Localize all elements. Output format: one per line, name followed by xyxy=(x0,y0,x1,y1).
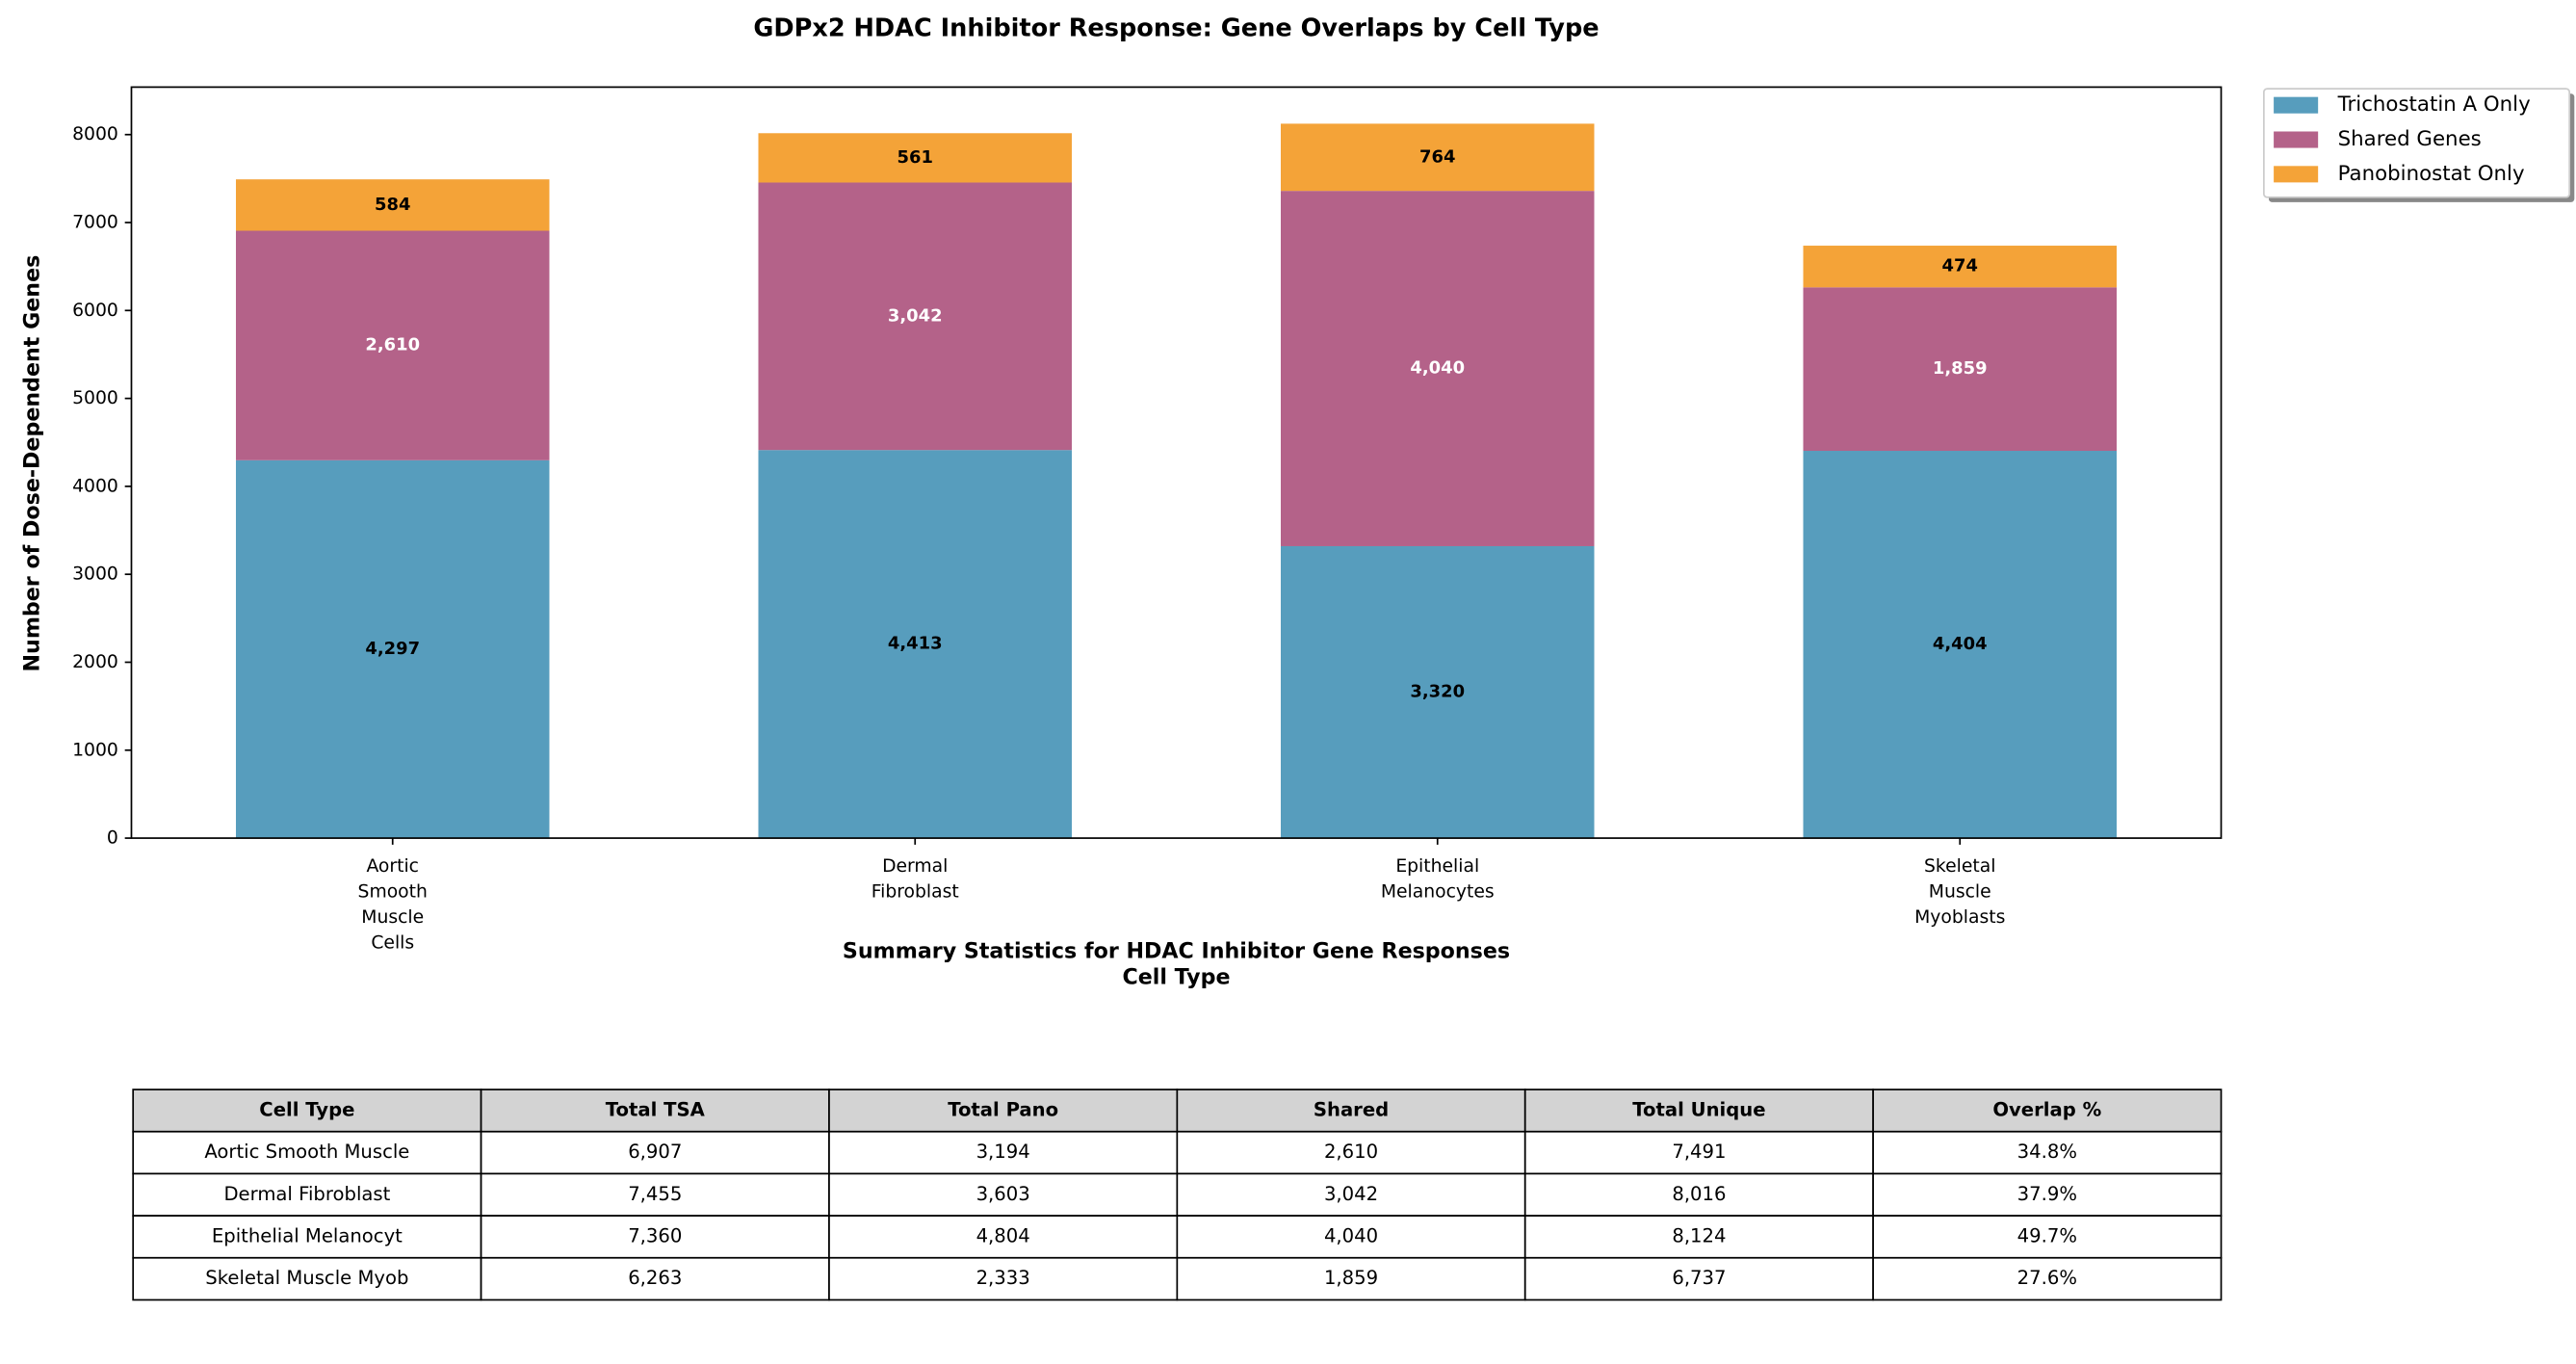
y-tick-label: 1000 xyxy=(72,740,118,760)
y-tick-label: 4000 xyxy=(72,476,118,496)
x-tick-label: Aortic Smooth Muscle Cells xyxy=(358,856,428,953)
y-tick-label: 7000 xyxy=(72,213,118,233)
data-label: 4,297 xyxy=(365,639,420,659)
table-cell xyxy=(1523,1256,1874,1301)
y-tick-label: 0 xyxy=(107,828,118,849)
bar-segment xyxy=(1280,545,1595,839)
table-cell-text: 7,491 xyxy=(1672,1141,1726,1163)
table-cell-text: 49.7% xyxy=(2017,1224,2077,1246)
bar-segment xyxy=(235,230,550,460)
table-cell-text: 7,360 xyxy=(628,1224,682,1246)
table-cell-text: Epithelial Melanocyt xyxy=(212,1224,403,1246)
x-tick-label: Dermal Fibroblast xyxy=(872,856,959,902)
table-cell-text: 6,263 xyxy=(628,1267,682,1289)
data-label: 3,042 xyxy=(888,305,943,326)
data-label: 764 xyxy=(1419,146,1455,167)
table-cell-text: Dermal Fibroblast xyxy=(223,1183,390,1205)
bar-segment xyxy=(1280,123,1595,192)
table-cell xyxy=(132,1256,482,1301)
table-cell-text: 3,194 xyxy=(976,1141,1030,1163)
x-tick-label: Skeletal Muscle Myoblasts xyxy=(1914,856,2005,928)
bar-segment xyxy=(235,459,550,839)
table-cell-text: 3,603 xyxy=(976,1183,1030,1205)
data-label: 4,413 xyxy=(888,634,943,654)
table-cell-text: Skeletal Muscle Myob xyxy=(205,1267,408,1289)
bar-segment xyxy=(1280,191,1595,546)
table-header: Total Unique xyxy=(1632,1098,1765,1120)
y-tick-label: 5000 xyxy=(72,388,118,408)
legend-label: Shared Genes xyxy=(2338,127,2482,151)
table-cell-text: 27.6% xyxy=(2017,1267,2077,1289)
table-cell xyxy=(1872,1130,2223,1175)
table-header-cell xyxy=(828,1089,1179,1133)
table-cell xyxy=(828,1215,1179,1259)
axes-frame xyxy=(130,86,2223,839)
table-cell xyxy=(132,1130,482,1175)
bar-segment xyxy=(758,450,1072,839)
table-cell-text: 8,124 xyxy=(1672,1224,1726,1246)
table-cell-text: 8,016 xyxy=(1672,1183,1726,1205)
table-cell xyxy=(1176,1172,1526,1217)
table-header: Total TSA xyxy=(606,1098,706,1120)
table-cell xyxy=(1523,1215,1874,1259)
table-header-cell xyxy=(1523,1089,1874,1133)
table-cell xyxy=(828,1256,1179,1301)
y-tick-label: 8000 xyxy=(72,124,118,144)
y-tick-label: 6000 xyxy=(72,301,118,321)
table-header: Shared xyxy=(1314,1098,1389,1120)
bar-segment xyxy=(1803,246,2118,288)
table-cell-text: 4,040 xyxy=(1324,1224,1378,1246)
table-cell-text: 37.9% xyxy=(2017,1183,2077,1205)
x-tick-label: Epithelial Melanocytes xyxy=(1381,856,1495,902)
legend-swatch xyxy=(2274,131,2319,148)
table-cell xyxy=(1523,1172,1874,1217)
chart-title: GDPx2 HDAC Inhibitor Response: Gene Over… xyxy=(753,14,1599,43)
data-label: 2,610 xyxy=(365,335,420,355)
bar-segment xyxy=(758,133,1072,183)
table-cell-text: 2,333 xyxy=(976,1267,1030,1289)
table-cell xyxy=(480,1256,830,1301)
data-label: 474 xyxy=(1942,256,1978,276)
table-header: Total Pano xyxy=(948,1098,1058,1120)
data-label: 4,040 xyxy=(1410,358,1465,379)
x-axis-label: Cell Type xyxy=(1122,965,1230,990)
data-label: 4,404 xyxy=(1933,634,1988,654)
table-cell-text: Aortic Smooth Muscle xyxy=(204,1141,409,1163)
table-cell-text: 34.8% xyxy=(2017,1141,2077,1163)
bar-segment xyxy=(1803,451,2118,839)
table-header: Cell Type xyxy=(259,1098,354,1120)
bar-segment xyxy=(758,182,1072,451)
data-label: 3,320 xyxy=(1410,682,1465,702)
table-cell-text: 1,859 xyxy=(1324,1267,1378,1289)
legend-label: Panobinostat Only xyxy=(2338,162,2525,186)
table-cell xyxy=(1872,1172,2223,1217)
legend xyxy=(2263,88,2571,198)
table-title: Summary Statistics for HDAC Inhibitor Ge… xyxy=(843,938,1510,963)
data-label: 561 xyxy=(898,147,933,168)
table-cell-text: 4,804 xyxy=(976,1224,1030,1246)
table-cell-text: 2,610 xyxy=(1324,1141,1378,1163)
legend-label: Trichostatin A Only xyxy=(2337,92,2531,117)
table-header-cell xyxy=(132,1089,482,1133)
table-cell-text: 7,455 xyxy=(628,1183,682,1205)
table-cell-text: 3,042 xyxy=(1324,1183,1378,1205)
table-cell xyxy=(480,1172,830,1217)
data-label: 1,859 xyxy=(1933,358,1988,379)
table-cell-text: 6,907 xyxy=(628,1141,682,1163)
y-axis-label: Number of Dose-Dependent Genes xyxy=(20,255,45,672)
table-cell xyxy=(1872,1256,2223,1301)
y-tick-label: 2000 xyxy=(72,652,118,672)
table-cell-text: 6,737 xyxy=(1672,1267,1726,1289)
bar-segment xyxy=(235,179,550,231)
y-tick-label: 3000 xyxy=(72,564,118,585)
legend-swatch xyxy=(2274,166,2319,183)
table-header: Overlap % xyxy=(1992,1098,2101,1120)
data-label: 584 xyxy=(375,195,410,215)
table-cell xyxy=(480,1215,830,1259)
bar-segment xyxy=(1803,287,2118,452)
legend-swatch xyxy=(2274,96,2319,114)
